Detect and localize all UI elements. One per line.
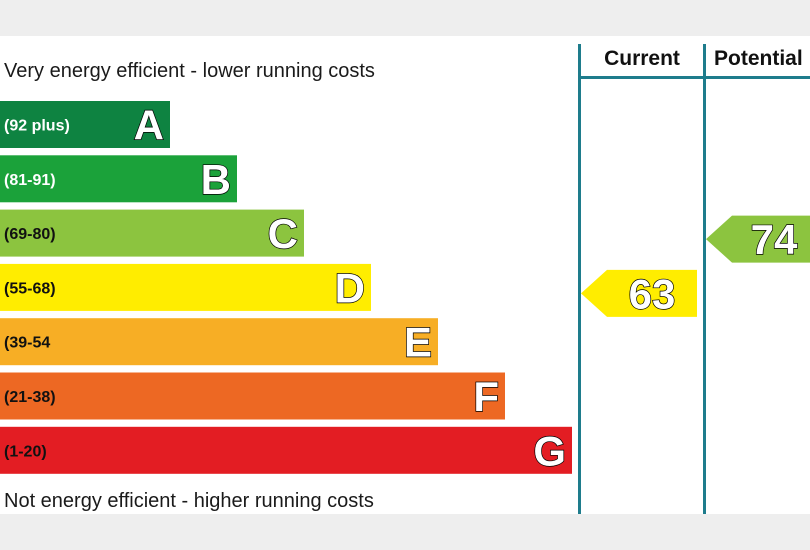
band-bar-e — [0, 318, 438, 366]
current-header-rule — [578, 76, 706, 79]
band-range-f: (21-38) — [4, 389, 56, 406]
band-bar-d — [0, 263, 371, 311]
band-letter-f: F — [473, 373, 499, 420]
band-range-d: (55-68) — [4, 280, 56, 297]
band-range-g: (1-20) — [4, 443, 47, 460]
band-letter-d: D — [335, 264, 365, 311]
rating-bars: (92 plus) A (81-91) B (69-80) C (55-68) D (39-54… — [0, 101, 810, 475]
band-bar-b — [0, 155, 237, 203]
band-range-b: (81-91) — [4, 172, 56, 189]
potential-header-rule — [703, 76, 810, 79]
epc-chart-card: Very energy efficient - lower running co… — [0, 36, 810, 514]
bottom-caption: Not energy efficient - higher running co… — [4, 490, 374, 512]
band-range-e: (39-54 — [4, 335, 50, 352]
band-bar-c — [0, 209, 304, 257]
band-bar-f — [0, 372, 505, 420]
current-column-left-border — [578, 44, 581, 514]
potential-rating-arrow — [706, 215, 810, 263]
top-caption: Very energy efficient - lower running co… — [4, 60, 375, 82]
potential-rating-value: 74 — [751, 216, 798, 263]
current-column-right-border — [703, 44, 706, 514]
current-rating-arrow — [581, 269, 697, 317]
potential-column-header: Potential — [714, 47, 803, 70]
band-letter-c: C — [268, 210, 298, 257]
band-letter-b: B — [201, 156, 231, 203]
band-letter-g: G — [533, 427, 566, 474]
band-range-a: (92 plus) — [4, 118, 70, 135]
current-rating-value: 63 — [629, 270, 676, 317]
current-column-header: Current — [604, 47, 680, 70]
band-letter-e: E — [404, 319, 432, 366]
band-letter-a: A — [134, 102, 164, 149]
band-range-c: (69-80) — [4, 226, 56, 243]
band-bar-g — [0, 426, 572, 474]
band-bar-a — [0, 101, 170, 148]
